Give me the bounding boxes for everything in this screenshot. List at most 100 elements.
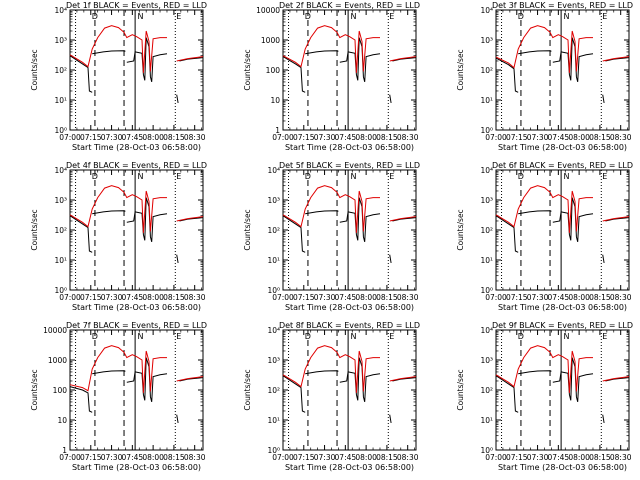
marker-letter: N bbox=[138, 332, 144, 341]
marker-letter: E bbox=[389, 172, 394, 181]
y-axis-label: Counts/sec bbox=[456, 369, 465, 410]
y-tick-label: 10² bbox=[267, 386, 280, 395]
plot-frame bbox=[495, 9, 630, 131]
red-series-line bbox=[389, 56, 417, 62]
black-series-line bbox=[69, 55, 93, 93]
marker-letter: E bbox=[602, 12, 607, 21]
chart-panel-5: 10⁰ 10¹ 10² 10³ 10⁴ 07:00 07:15 07:30 07:45 08:00… bbox=[243, 161, 420, 312]
chart-panel-6: 10⁰ 10¹ 10² 10³ 10⁴ 07:00 07:15 07:30 07:45 08:00… bbox=[456, 161, 633, 312]
marker-letter: E bbox=[389, 12, 394, 21]
plot-frame bbox=[69, 9, 204, 131]
x-tick-label: 08:15 bbox=[163, 453, 185, 462]
y-axis-label: Counts/sec bbox=[30, 209, 39, 250]
y-tick-label: 10⁰ bbox=[267, 446, 280, 455]
black-series-line bbox=[176, 254, 179, 263]
y-tick-label: 10³ bbox=[267, 356, 280, 365]
x-tick-label: 07:30 bbox=[527, 133, 549, 142]
black-series-line bbox=[92, 50, 126, 55]
red-series-line bbox=[602, 56, 630, 62]
y-axis-label: Counts/sec bbox=[456, 49, 465, 90]
black-series-line bbox=[495, 57, 519, 93]
y-axis-label: Counts/sec bbox=[456, 209, 465, 250]
x-tick-label: 07:00 bbox=[272, 133, 294, 142]
y-tick-label: 10 bbox=[270, 96, 280, 105]
x-axis-label: Start Time (28-Oct-03 06:58:00) bbox=[498, 303, 627, 312]
x-tick-label: 07:15 bbox=[80, 133, 102, 142]
x-tick-label: 07:15 bbox=[80, 293, 102, 302]
chart-title: Det 2f BLACK = Events, RED = LLD bbox=[279, 1, 420, 10]
x-tick-label: 07:00 bbox=[272, 453, 294, 462]
x-tick-label: 07:15 bbox=[506, 133, 528, 142]
chart-panel-4: 10⁰ 10¹ 10² 10³ 10⁴ 07:00 07:15 07:30 07:45 08:00… bbox=[30, 161, 207, 312]
red-series-line bbox=[282, 345, 380, 393]
x-tick-label: 08:00 bbox=[568, 133, 590, 142]
y-tick-label: 10⁴ bbox=[54, 166, 67, 175]
x-tick-label: 08:00 bbox=[142, 133, 164, 142]
black-series-line bbox=[126, 37, 168, 83]
plot-frame bbox=[69, 329, 204, 451]
chart-panel-2: 1 10 100 1000 10000 07:00 07:15 07:30 07:45 08:00… bbox=[243, 1, 420, 152]
x-axis-label: Start Time (28-Oct-03 06:58:00) bbox=[72, 463, 201, 472]
y-tick-label: 10⁰ bbox=[480, 286, 493, 295]
black-series-line bbox=[339, 37, 381, 83]
x-tick-label: 07:00 bbox=[272, 293, 294, 302]
x-tick-label: 08:30 bbox=[610, 453, 632, 462]
marker-letter: E bbox=[176, 332, 181, 341]
x-tick-label: 08:00 bbox=[355, 133, 377, 142]
x-axis-label: Start Time (28-Oct-03 06:58:00) bbox=[498, 143, 627, 152]
y-tick-label: 10¹ bbox=[267, 416, 280, 425]
x-tick-label: 07:15 bbox=[293, 133, 315, 142]
y-tick-label: 10⁴ bbox=[267, 166, 280, 175]
x-tick-label: 07:00 bbox=[485, 453, 507, 462]
black-series-line bbox=[552, 197, 594, 243]
x-tick-label: 08:15 bbox=[589, 133, 611, 142]
plot-frame bbox=[495, 169, 630, 291]
marker-letter: N bbox=[351, 332, 357, 341]
y-tick-label: 10⁴ bbox=[480, 166, 493, 175]
y-tick-label: 10⁰ bbox=[54, 286, 67, 295]
y-tick-label: 10¹ bbox=[480, 256, 493, 265]
y-tick-label: 10² bbox=[480, 66, 493, 75]
x-tick-label: 07:30 bbox=[314, 293, 336, 302]
black-series-line bbox=[282, 56, 306, 93]
red-series-line bbox=[69, 25, 167, 73]
plot-frame bbox=[282, 9, 417, 131]
chart-title: Det 8f BLACK = Events, RED = LLD bbox=[279, 321, 420, 330]
x-tick-label: 07:15 bbox=[506, 453, 528, 462]
marker-letter: D bbox=[518, 12, 524, 21]
black-series-line bbox=[495, 375, 519, 413]
x-tick-label: 08:15 bbox=[589, 453, 611, 462]
marker-letter: D bbox=[92, 172, 98, 181]
black-series-line bbox=[282, 375, 306, 413]
red-series-line bbox=[602, 376, 630, 382]
y-tick-label: 10⁴ bbox=[480, 6, 493, 15]
x-tick-label: 07:30 bbox=[101, 293, 123, 302]
chart-title: Det 4f BLACK = Events, RED = LLD bbox=[66, 161, 207, 170]
marker-letter: N bbox=[564, 172, 570, 181]
marker-letter: D bbox=[305, 12, 311, 21]
black-series-line bbox=[518, 370, 552, 375]
chart-title: Det 9f BLACK = Events, RED = LLD bbox=[492, 321, 633, 330]
x-axis-label: Start Time (28-Oct-03 06:58:00) bbox=[285, 143, 414, 152]
y-tick-label: 10⁴ bbox=[267, 326, 280, 335]
marker-letter: D bbox=[518, 172, 524, 181]
x-axis-label: Start Time (28-Oct-03 06:58:00) bbox=[498, 463, 627, 472]
black-series-line bbox=[602, 254, 605, 263]
chart-title: Det 5f BLACK = Events, RED = LLD bbox=[279, 161, 420, 170]
marker-letter: N bbox=[138, 12, 144, 21]
marker-letter: N bbox=[138, 172, 144, 181]
x-tick-label: 07:45 bbox=[548, 453, 570, 462]
x-tick-label: 08:30 bbox=[397, 133, 419, 142]
x-axis-label: Start Time (28-Oct-03 06:58:00) bbox=[285, 303, 414, 312]
chart-title: Det 1f BLACK = Events, RED = LLD bbox=[66, 1, 207, 10]
y-tick-label: 10000 bbox=[43, 326, 67, 335]
y-axis-label: Counts/sec bbox=[243, 49, 252, 90]
x-tick-label: 08:00 bbox=[355, 293, 377, 302]
x-tick-label: 07:30 bbox=[314, 453, 336, 462]
y-tick-label: 100 bbox=[266, 66, 281, 75]
chart-title: Det 7f BLACK = Events, RED = LLD bbox=[66, 321, 207, 330]
black-series-line bbox=[495, 215, 519, 253]
y-tick-label: 10³ bbox=[54, 196, 67, 205]
marker-letter: E bbox=[176, 172, 181, 181]
